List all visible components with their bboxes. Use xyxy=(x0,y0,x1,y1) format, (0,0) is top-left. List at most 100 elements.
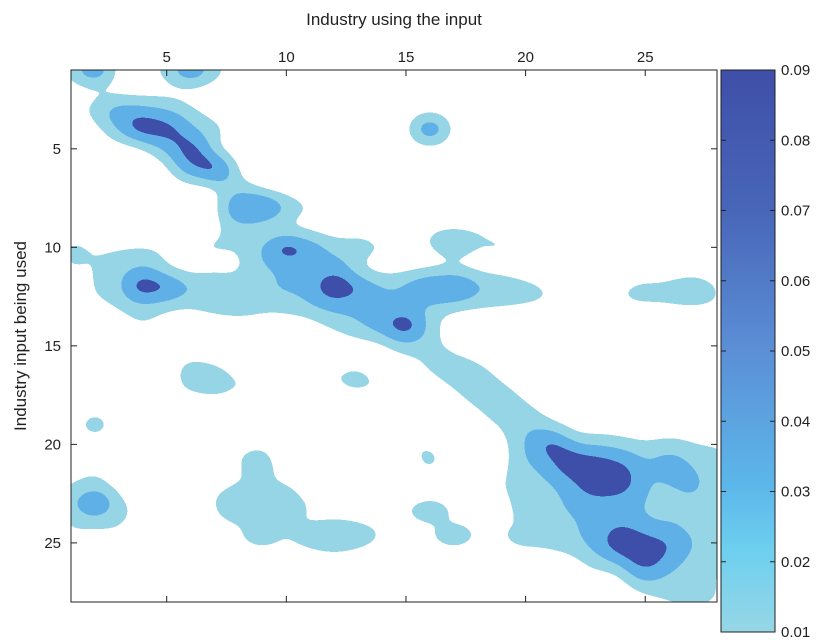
contour-cell xyxy=(194,471,235,496)
x-axis: 5 10 15 20 25 xyxy=(163,49,654,602)
contour-cell xyxy=(71,373,92,398)
colorbar-tick-label: 0.02 xyxy=(781,554,810,571)
contour-cell xyxy=(71,353,92,378)
colorbar-tick-label: 0.03 xyxy=(781,484,810,501)
contour-cell xyxy=(218,195,259,221)
contour-cell xyxy=(146,589,188,602)
y-axis-title: Industry input being used xyxy=(11,241,30,431)
contour-cell xyxy=(74,451,116,477)
contour-cell xyxy=(505,392,546,418)
contour-cell xyxy=(624,570,666,595)
contour-cell xyxy=(289,195,331,221)
colorbar-tick-label: 0.01 xyxy=(781,624,810,640)
contour-cell xyxy=(289,136,331,162)
contour-cell xyxy=(98,116,140,142)
contour-cell xyxy=(457,353,499,378)
contour-cell xyxy=(74,97,116,122)
contour-cell xyxy=(361,471,403,496)
contour-cell xyxy=(71,471,92,496)
contour-cell xyxy=(265,471,307,496)
contour-cell xyxy=(313,116,355,142)
contour-cell xyxy=(385,412,427,437)
contour-cell xyxy=(433,373,475,398)
x-tick-label: 5 xyxy=(163,49,171,66)
colorbar-tick-label: 0.07 xyxy=(781,203,810,220)
contour-cell xyxy=(218,215,259,240)
contour-cell xyxy=(696,491,717,516)
y-tick-label: 25 xyxy=(44,535,61,552)
contour-cell xyxy=(71,70,92,83)
contour-cell xyxy=(696,530,717,556)
contour-cell xyxy=(242,451,283,477)
contour-field xyxy=(71,70,717,602)
x-tick-label: 10 xyxy=(278,49,295,66)
contour-cell xyxy=(696,471,717,496)
contour-cell xyxy=(481,471,523,496)
contour-cell xyxy=(696,294,717,319)
contour-cell xyxy=(170,156,211,181)
contour-cell xyxy=(696,550,717,575)
colorbar-tick-label: 0.04 xyxy=(781,413,810,430)
contour-cell xyxy=(696,235,717,260)
contour-cell xyxy=(170,373,211,398)
contour-cell xyxy=(122,313,164,339)
contour-cell xyxy=(337,353,379,378)
contour-cell xyxy=(218,176,259,201)
contour-cell xyxy=(194,116,235,142)
contour-cell xyxy=(696,274,717,299)
y-axis: 5 10 15 20 25 xyxy=(44,141,717,552)
contour-cell xyxy=(505,432,546,457)
contour-cell xyxy=(71,530,92,556)
contour-cell xyxy=(194,70,235,83)
colorbar-axis: 0.09 0.08 0.07 0.06 0.05 0.04 0.03 0.02 0.01 xyxy=(721,62,810,640)
contour-cell xyxy=(242,116,283,142)
contour-cell xyxy=(385,392,427,418)
contour-cell xyxy=(648,215,690,240)
contour-cell xyxy=(74,412,116,437)
contour-cell xyxy=(577,530,618,556)
y-tick-label: 20 xyxy=(44,436,61,453)
contour-cell xyxy=(242,432,283,457)
contour-cell xyxy=(577,550,618,575)
contour-cell xyxy=(672,116,714,142)
contour-cell xyxy=(409,432,451,457)
x-axis-title: Industry using the input xyxy=(306,10,482,29)
contour-cell xyxy=(409,333,451,359)
contour-cell xyxy=(385,373,427,398)
contour-cell xyxy=(696,451,717,477)
contour-cell xyxy=(696,353,717,378)
contour-cell xyxy=(170,97,211,122)
colorbar-gradient xyxy=(721,70,775,632)
colorbar-tick-label: 0.06 xyxy=(781,273,810,290)
contour-cell xyxy=(409,313,451,339)
contour-cell xyxy=(313,313,355,339)
plot-frame xyxy=(70,69,718,603)
contour-cell xyxy=(313,294,355,319)
colorbar-tick-label: 0.05 xyxy=(781,343,810,360)
contour-cell xyxy=(433,491,475,516)
contour-cell xyxy=(529,412,570,437)
contour-cell xyxy=(481,412,523,437)
contour-cell xyxy=(505,451,546,477)
contour-cell xyxy=(481,195,523,221)
colorbar: 0.09 0.08 0.07 0.06 0.05 0.04 0.03 0.02 0.01 xyxy=(720,62,810,640)
contour-cell xyxy=(146,136,188,162)
contour-cell xyxy=(289,451,331,477)
contour-cell xyxy=(696,432,717,457)
contour-cell xyxy=(409,353,451,378)
contour-cell xyxy=(457,215,499,240)
contour-cell xyxy=(696,570,717,595)
x-tick-label: 15 xyxy=(398,49,415,66)
colorbar-tick-label: 0.08 xyxy=(781,132,810,149)
contour-cell xyxy=(696,373,717,398)
y-tick-label: 15 xyxy=(44,338,61,355)
contour-cell xyxy=(194,353,235,378)
contour-cell xyxy=(313,254,355,280)
contour-cell xyxy=(529,491,570,516)
x-tick-label: 20 xyxy=(517,49,534,66)
contour-cell xyxy=(409,116,451,142)
contour-cell xyxy=(409,451,451,477)
y-tick-label: 10 xyxy=(44,239,61,256)
contour-cell xyxy=(122,254,164,280)
